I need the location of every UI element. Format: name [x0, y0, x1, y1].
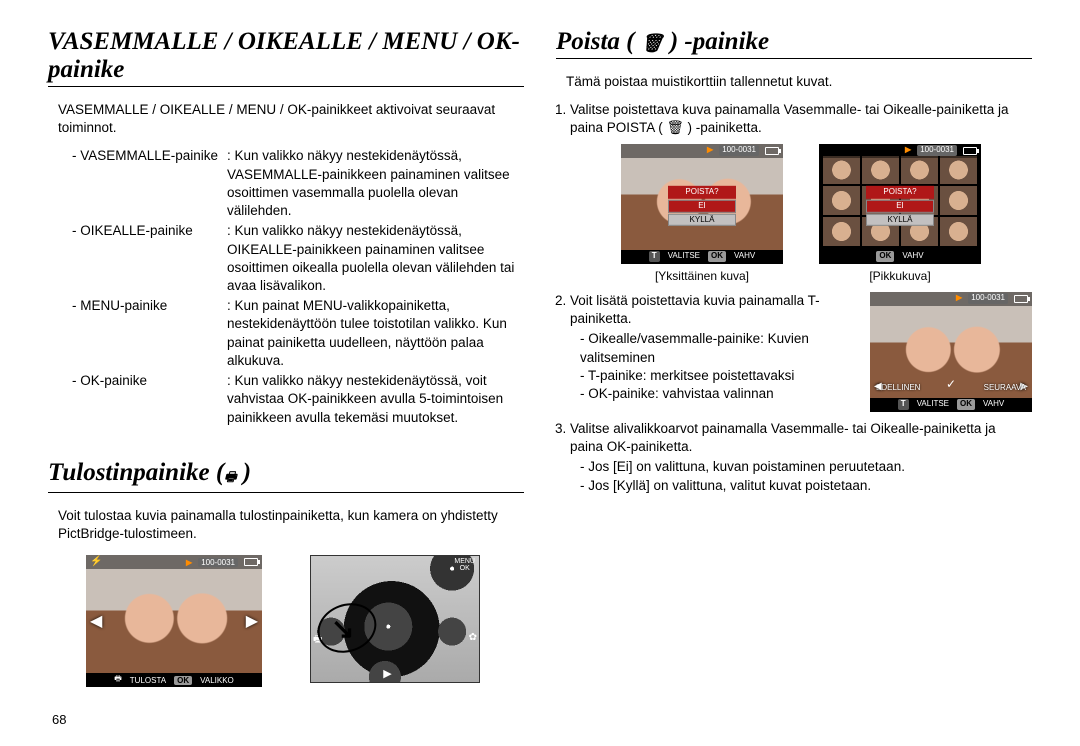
- desc: Kun painat MENU-valikkopainiketta, neste…: [227, 297, 524, 370]
- heading-delete: Poista ( 🗑 ) -painike: [556, 28, 1032, 59]
- camera-screenshot-navigate: ▶100-0031 EDELLINEN ◀ ✓ ▶ SEURAAVA TVALI…: [870, 292, 1032, 412]
- substep: T-painike: merkitsee poistettavaksi: [580, 367, 854, 385]
- step-3: Valitse alivalikkoarvot painamalla Vasem…: [570, 420, 1032, 495]
- substep: OK-painike: vahvistaa valinnan: [580, 385, 854, 403]
- right-column: Poista ( 🗑 ) -painike Tämä poistaa muist…: [556, 28, 1032, 746]
- desc: Kun valikko näkyy nestekidenäytössä, OIK…: [227, 222, 524, 295]
- camera-screenshot-single: ▶100-0031 POISTA? EI KYLLÄ TVALITSEOKVAH…: [621, 144, 783, 264]
- flash-icon: ⚡: [90, 556, 102, 567]
- heading-navigation: VASEMMALLE / OIKEALLE / MENU / OK-painik…: [48, 28, 524, 87]
- step-1: Valitse poistettava kuva painamalla Vase…: [570, 101, 1032, 284]
- term: MENU-painike: [72, 297, 227, 370]
- button-definition-list: VASEMMALLE-painikeKun valikko näkyy nest…: [48, 147, 524, 428]
- left-arrow-icon: ◀: [90, 611, 102, 631]
- substep: Oikealle/vasemmalle-painike: Kuvien vali…: [580, 330, 854, 366]
- thumbnail-column: ▶100-0031 POISTA? EI KYLLÄ OKVAHV [Pikku…: [819, 144, 981, 284]
- printer-body: Voit tulostaa kuvia painamalla tulostinp…: [48, 507, 524, 543]
- delete-dialog: POISTA? EI KYLLÄ: [866, 186, 934, 226]
- left-column: VASEMMALLE / OIKEALLE / MENU / OK-painik…: [48, 28, 524, 746]
- camera-dial-illustration: MENUOK ▶ 🖶 ✿ ↘: [310, 555, 480, 683]
- camera-screenshot-print: ⚡▶100-0031 ◀ ▶ 🖶TULOSTAOKVALIKKO: [86, 555, 262, 687]
- heading-printer: Tulostinpainike (🖶 ): [48, 459, 524, 493]
- print-icon: 🖶: [114, 673, 122, 687]
- term: VASEMMALLE-painike: [72, 147, 227, 220]
- step-2: Voit lisätä poistettavia kuvia painamall…: [570, 292, 1032, 412]
- printer-images: ⚡▶100-0031 ◀ ▶ 🖶TULOSTAOKVALIKKO MENUOK …: [48, 555, 524, 687]
- substep: Jos [Ei] on valittuna, kuvan poistaminen…: [580, 458, 1032, 476]
- desc: Kun valikko näkyy nestekidenäytössä, voi…: [227, 372, 524, 427]
- desc: Kun valikko näkyy nestekidenäytössä, VAS…: [227, 147, 524, 220]
- trash-icon: 🗑: [641, 33, 664, 53]
- intro-navigation: VASEMMALLE / OIKEALLE / MENU / OK-painik…: [48, 101, 524, 137]
- term: OK-painike: [72, 372, 227, 427]
- delete-steps: Valitse poistettava kuva painamalla Vase…: [556, 101, 1032, 503]
- single-image-column: ▶100-0031 POISTA? EI KYLLÄ TVALITSEOKVAH…: [621, 144, 783, 284]
- caption-thumbs: [Pikkukuva]: [869, 268, 930, 284]
- caption-single: [Yksittäinen kuva]: [655, 268, 749, 284]
- printer-icon: 🖶: [224, 469, 236, 484]
- page-number: 68: [52, 712, 66, 727]
- trash-icon: 🗑: [667, 120, 684, 135]
- right-arrow-icon: ▶: [246, 611, 258, 631]
- camera-screenshot-thumbnails: ▶100-0031 POISTA? EI KYLLÄ OKVAHV: [819, 144, 981, 264]
- check-icon: ✓: [946, 376, 956, 392]
- intro-delete: Tämä poistaa muistikorttiin tallennetut …: [556, 73, 1032, 91]
- substep: Jos [Kyllä] on valittuna, valitut kuvat …: [580, 477, 1032, 495]
- term: OIKEALLE-painike: [72, 222, 227, 295]
- delete-dialog: POISTA? EI KYLLÄ: [668, 186, 736, 226]
